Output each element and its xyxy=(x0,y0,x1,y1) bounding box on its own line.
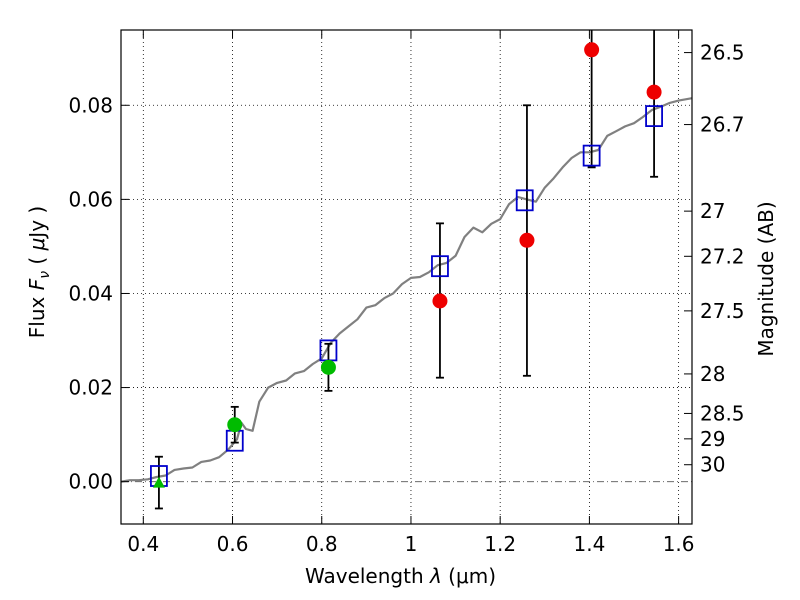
model-photometry-square xyxy=(515,189,534,212)
y-tick-label: 0.04 xyxy=(68,281,113,305)
magnitude-tick-label: 27.2 xyxy=(700,244,745,268)
x-tick-label: 1 xyxy=(405,532,418,556)
y-axis-label: Flux Fν ( μJy ) xyxy=(25,206,53,338)
x-tick-label: 1.2 xyxy=(484,532,516,556)
y-tick-label: 0.06 xyxy=(68,187,113,211)
observed-optical-point xyxy=(152,476,165,488)
axis-ticks: 0.4 0.6 0.8 1 1.2 1.4 1.6 0.00 0.02 0.04 0.06 0.08 2… xyxy=(68,30,745,556)
magnitude-tick-label: 26.7 xyxy=(700,113,745,137)
model-photometry-square xyxy=(582,144,601,167)
x-axis-label-unit: (μm) xyxy=(442,564,496,588)
x-tick-label: 0.4 xyxy=(127,532,159,556)
y-axis-label-prefix: Flux xyxy=(25,290,49,338)
x-axis-label-symbol: λ xyxy=(429,564,442,588)
grid xyxy=(121,30,692,524)
observed-nir-point xyxy=(432,293,448,309)
magnitude-tick-label: 28.5 xyxy=(700,401,745,425)
observed-nir-point xyxy=(519,232,535,248)
x-tick-label: 1.4 xyxy=(573,532,605,556)
x-tick-label: 0.8 xyxy=(306,532,338,556)
y-axis-label-unit: Jy ) xyxy=(25,206,49,240)
model-photometry-square xyxy=(431,255,449,278)
y-axis-label-mu: μ xyxy=(25,238,49,252)
x-axis-label: Wavelength λ (μm) xyxy=(305,564,496,588)
magnitude-tick-label: 29 xyxy=(700,427,725,451)
model-spectrum-line xyxy=(120,97,693,483)
y-tick-label: 0.02 xyxy=(68,376,113,400)
y-axis-label-symbol: F xyxy=(25,278,49,290)
y-axis-label-open: ( xyxy=(25,250,49,271)
x-axis-label-prefix: Wavelength xyxy=(305,564,430,588)
observed-nir-point xyxy=(646,84,662,100)
magnitude-tick-label: 27 xyxy=(700,199,725,223)
observed-optical-point xyxy=(227,417,243,433)
observed-photometry-points xyxy=(152,42,662,488)
y-axis-label-subscript: ν xyxy=(37,271,53,279)
observed-nir-point xyxy=(584,42,600,58)
error-bars xyxy=(154,30,659,510)
magnitude-tick-label: 30 xyxy=(700,453,725,477)
x-tick-label: 1.6 xyxy=(663,532,695,556)
magnitude-tick-label: 27.5 xyxy=(700,299,745,323)
magnitude-tick-label: 26.5 xyxy=(700,41,745,65)
magnitude-tick-label: 28 xyxy=(700,362,725,386)
x-tick-label: 0.6 xyxy=(217,532,249,556)
model-photometry-points xyxy=(150,105,663,487)
magnitude-axis-label: Magnitude (AB) xyxy=(754,201,778,356)
model-photometry-square xyxy=(645,105,663,127)
observed-optical-point xyxy=(320,359,336,375)
y-tick-label: 0.08 xyxy=(68,93,113,117)
plot-frame xyxy=(120,29,693,525)
y-tick-label: 0.00 xyxy=(68,470,113,494)
